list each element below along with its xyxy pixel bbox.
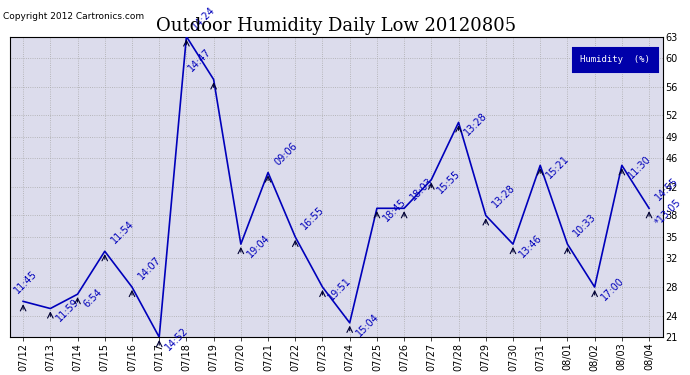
Text: 15:04: 15:04 <box>354 311 381 338</box>
Title: Outdoor Humidity Daily Low 20120805: Outdoor Humidity Daily Low 20120805 <box>156 17 516 35</box>
Text: 14:07: 14:07 <box>136 255 163 282</box>
Text: 6:54: 6:54 <box>81 287 104 309</box>
Text: 09:06: 09:06 <box>273 140 299 167</box>
Text: 18:45: 18:45 <box>381 197 408 223</box>
Text: 17:00: 17:00 <box>599 276 626 302</box>
Text: 14:47: 14:47 <box>186 47 213 74</box>
Text: 14:52: 14:52 <box>164 326 190 352</box>
Text: 19:04: 19:04 <box>245 232 272 260</box>
Text: *13:05: *13:05 <box>653 198 683 228</box>
Text: 13:28: 13:28 <box>463 111 489 138</box>
FancyBboxPatch shape <box>571 45 660 73</box>
Text: Humidity  (%): Humidity (%) <box>580 54 650 63</box>
Text: 11:45: 11:45 <box>12 269 39 296</box>
Text: 13:46: 13:46 <box>517 232 544 260</box>
Text: 19:51: 19:51 <box>326 276 353 302</box>
Text: 18:03: 18:03 <box>408 176 435 203</box>
Text: Copyright 2012 Cartronics.com: Copyright 2012 Cartronics.com <box>3 12 144 21</box>
Text: 11:54: 11:54 <box>109 219 136 246</box>
Text: 11:59: 11:59 <box>55 297 81 324</box>
Text: 14:55: 14:55 <box>653 176 680 203</box>
Text: 14:24: 14:24 <box>190 4 217 31</box>
Text: 13:28: 13:28 <box>490 183 517 210</box>
Text: 11:30: 11:30 <box>626 154 653 181</box>
Text: 15:21: 15:21 <box>544 154 571 181</box>
Text: 15:55: 15:55 <box>435 168 462 195</box>
Text: 10:33: 10:33 <box>571 212 598 238</box>
Text: 16:55: 16:55 <box>299 204 326 231</box>
